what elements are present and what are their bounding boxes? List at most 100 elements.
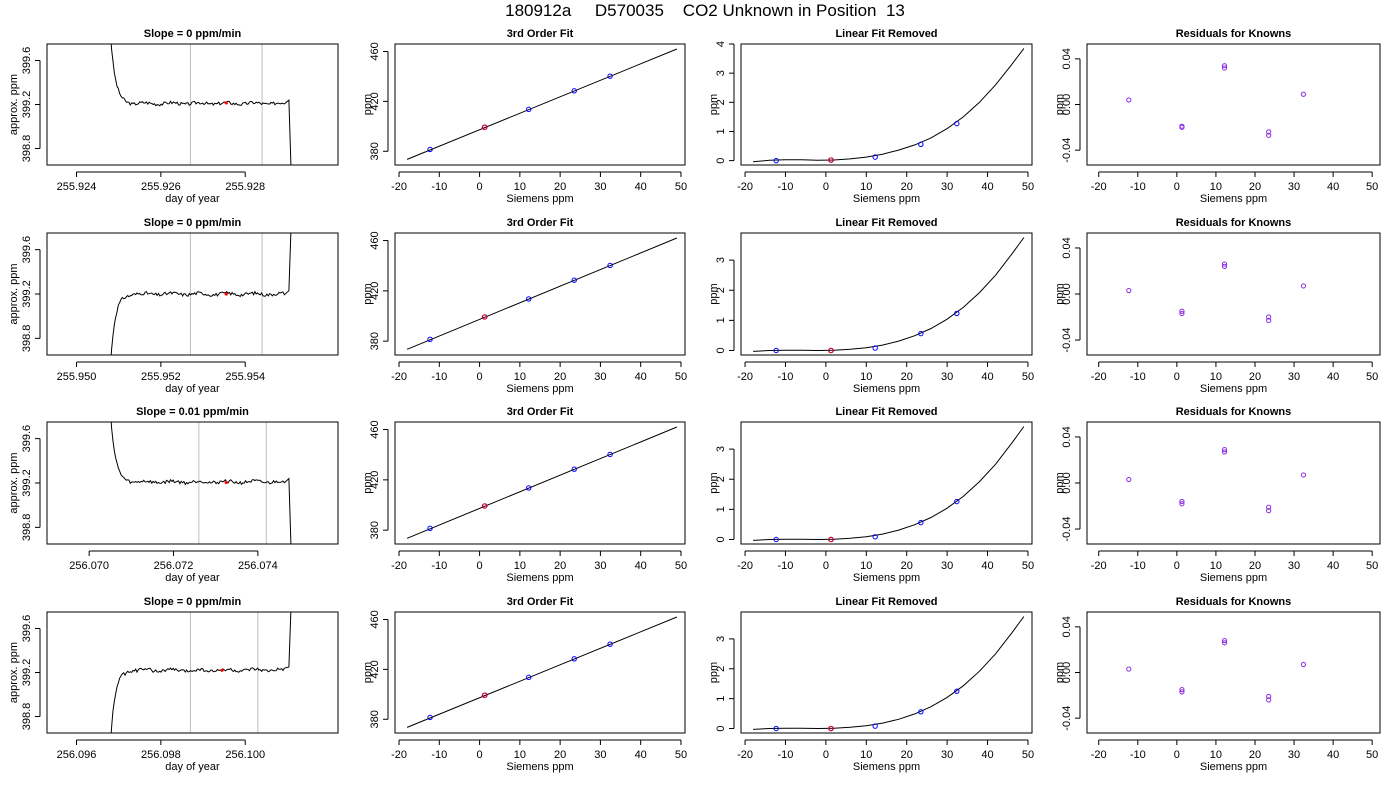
x-tick-label: -20: [391, 749, 407, 761]
y-tick-label: 0.04: [1061, 237, 1073, 258]
unknown-sample-point: [481, 503, 488, 509]
x-tick-label: 20: [1249, 560, 1261, 572]
x-tick-label: 20: [554, 181, 566, 193]
x-tick-label: 50: [1366, 560, 1378, 572]
y-tick-label: 0.00: [1061, 662, 1073, 683]
x-axis-label: Siemens ppm: [506, 383, 573, 395]
x-axis-label: Siemens ppm: [853, 572, 920, 584]
y-tick-label: 460: [369, 42, 381, 60]
y-tick-label: -0.04: [1061, 138, 1073, 163]
y-tick-label: 0.04: [1061, 616, 1073, 637]
fit-curve-line: [406, 426, 678, 539]
plot-frame: [740, 421, 1033, 545]
y-tick-label: 2: [715, 99, 727, 105]
known-standard-point: [773, 157, 779, 164]
fit-curve-line: [753, 237, 1025, 352]
chart-title: 3rd Order Fit: [507, 596, 574, 608]
chart-panel-4-fit: 3rd Order Fit -20 -10 0 10 20 30 40 50 Siemens pp…: [362, 596, 687, 773]
x-tick-label: 30: [941, 560, 953, 572]
y-tick-label: 0.00: [1061, 472, 1073, 493]
x-tick-label: 50: [1366, 181, 1378, 193]
known-standard-point: [427, 146, 433, 153]
residual-point: [1266, 693, 1272, 700]
chart-panel-3-fit: 3rd Order Fit -20 -10 0 10 20 30 40 50 Siemens pp…: [362, 406, 687, 584]
x-tick-label: 30: [1288, 560, 1300, 572]
unknown-sample-point: [828, 347, 834, 354]
y-tick-label: 380: [369, 710, 381, 728]
residual-point: [1300, 91, 1307, 97]
x-tick-label: -20: [391, 560, 407, 572]
x-tick-label: 10: [1210, 749, 1222, 761]
plot-area: [1126, 637, 1307, 703]
known-standard-point: [427, 525, 433, 531]
unknown-sample-point: [828, 536, 834, 543]
plot-frame: [46, 232, 339, 356]
x-tick-label: 0: [477, 749, 483, 761]
x-tick-label: 50: [1366, 749, 1378, 761]
chart-panel-4-trace: Slope = 0 ppm/min 256.096 256.098 256.100 da…: [8, 596, 339, 773]
y-tick-label: -0.04: [1061, 706, 1073, 731]
x-tick-label: 30: [941, 371, 953, 383]
x-tick-label: 255.928: [225, 181, 265, 193]
x-tick-label: -20: [1091, 560, 1107, 572]
y-axis-label: approx. ppm: [8, 452, 20, 513]
x-tick-label: 30: [1288, 749, 1300, 761]
known-standard-point: [872, 345, 878, 351]
known-standard-point: [607, 73, 613, 79]
y-tick-label: 399.6: [21, 425, 33, 453]
x-axis-label: Siemens ppm: [1200, 383, 1267, 395]
y-tick-label: 380: [369, 521, 381, 539]
chart-panel-1-fit: 3rd Order Fit -20 -10 0 10 20 30 40 50 Siemens pp…: [362, 28, 687, 205]
y-tick-label: 380: [369, 332, 381, 350]
x-tick-label: 30: [594, 749, 606, 761]
x-tick-label: 256.096: [57, 749, 97, 761]
plot-frame: [1086, 232, 1381, 356]
y-axis-label: ppm: [708, 472, 720, 493]
x-tick-label: 50: [675, 181, 687, 193]
x-tick-label: 10: [514, 560, 526, 572]
x-tick-label: 0: [477, 181, 483, 193]
chart-panel-2-linear: Linear Fit Removed-20 -10 0 10 20 30 40 50Sieme…: [708, 217, 1034, 395]
plot-area: [110, 44, 292, 165]
known-standard-point: [607, 641, 613, 647]
x-axis-label: Siemens ppm: [1200, 193, 1267, 205]
x-tick-label: 30: [594, 181, 606, 193]
signal-trace-line: [110, 233, 292, 355]
plot-frame: [740, 232, 1033, 356]
x-tick-label: 255.926: [141, 181, 181, 193]
plot-frame: [1086, 43, 1381, 166]
plot-frame: [394, 43, 686, 166]
y-tick-label: 0: [715, 158, 727, 164]
plot-frame: [1086, 611, 1381, 734]
chart-title: 3rd Order Fit: [507, 406, 574, 418]
y-axis-label: ppm: [1054, 662, 1066, 683]
known-standard-point: [526, 485, 532, 491]
y-tick-label: 3: [715, 446, 727, 452]
y-tick-label: 398.8: [21, 135, 33, 163]
x-axis-label: Siemens ppm: [853, 383, 920, 395]
y-tick-label: 3: [715, 70, 727, 76]
x-axis-label: day of year: [165, 761, 220, 773]
chart-title: 3rd Order Fit: [507, 28, 574, 40]
y-tick-label: 399.2: [21, 659, 33, 687]
x-tick-label: -10: [1130, 181, 1146, 193]
residual-point: [1266, 314, 1272, 320]
y-tick-label: -0.04: [1061, 516, 1073, 541]
y-tick-label: 460: [369, 231, 381, 249]
y-tick-label: 0.00: [1061, 283, 1073, 304]
chart-panel-1-trace: Slope = 0 ppm/min 255.924 255.926 255.928 da…: [8, 28, 339, 205]
plot-frame: [46, 421, 339, 545]
y-tick-label: 460: [369, 610, 381, 628]
y-axis-label: ppm: [1054, 94, 1066, 115]
residual-point: [1221, 63, 1228, 69]
x-tick-label: 10: [514, 749, 526, 761]
residual-point: [1300, 661, 1307, 668]
known-standard-point: [427, 714, 433, 721]
residual-point: [1221, 637, 1228, 644]
x-tick-label: 0: [477, 371, 483, 383]
residual-point: [1221, 640, 1228, 646]
x-tick-label: 30: [941, 181, 953, 193]
residual-point: [1221, 65, 1228, 71]
y-tick-label: -0.04: [1061, 327, 1073, 352]
known-standard-point: [607, 451, 613, 458]
